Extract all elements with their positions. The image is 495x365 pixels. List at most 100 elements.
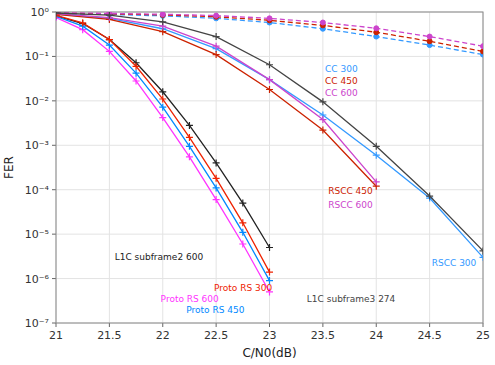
point	[133, 70, 140, 77]
y-tick-label: 10⁰	[31, 6, 50, 19]
point	[481, 44, 484, 49]
series-line	[56, 13, 483, 251]
point	[186, 153, 193, 160]
point	[56, 12, 60, 16]
x-tick	[322, 323, 323, 327]
annotation: L1C subframe2 600	[115, 252, 204, 262]
y-tick-label: 10⁻⁷	[25, 317, 49, 330]
point	[79, 19, 86, 26]
point	[106, 12, 113, 19]
x-tick-label: 25	[476, 329, 490, 342]
y-grid-line	[56, 100, 483, 101]
point	[266, 269, 273, 276]
series	[56, 13, 273, 284]
x-tick-label: 24.5	[417, 329, 442, 342]
y-tick-label: 10⁻²	[25, 95, 49, 108]
x-tick	[269, 323, 270, 327]
y-tick	[52, 12, 56, 13]
point	[159, 96, 166, 103]
x-axis-label: C/N0(dB)	[242, 346, 296, 360]
point	[319, 116, 326, 123]
x-grid-line	[269, 12, 270, 323]
y-tick	[52, 145, 56, 146]
series	[56, 12, 380, 190]
point	[319, 127, 326, 134]
y-grid-line	[56, 145, 483, 146]
x-grid-line	[109, 12, 110, 323]
point	[213, 159, 220, 166]
series-line	[56, 14, 376, 182]
y-grid-line	[56, 234, 483, 235]
point	[427, 34, 432, 39]
series	[56, 12, 483, 54]
series-group	[56, 12, 483, 295]
annotation: CC 450	[325, 76, 358, 86]
annotation: Proto RS 300	[214, 283, 272, 293]
x-grid-line	[376, 12, 377, 323]
point	[480, 247, 484, 254]
point	[239, 219, 246, 226]
annotation: RSCC 450	[328, 186, 373, 196]
point	[213, 175, 220, 182]
series	[56, 12, 483, 254]
point	[373, 152, 380, 159]
x-tick-label: 24	[369, 329, 383, 342]
series-line	[56, 15, 270, 272]
point	[186, 134, 193, 141]
point	[214, 13, 219, 18]
plot-frame	[56, 12, 483, 323]
x-tick	[429, 323, 430, 327]
x-tick-label: 21.5	[97, 329, 122, 342]
series	[56, 12, 483, 49]
x-tick-label: 23.5	[311, 329, 336, 342]
point	[159, 88, 166, 95]
series	[56, 14, 273, 295]
series	[56, 12, 273, 276]
x-tick-label: 23	[263, 329, 277, 342]
point	[186, 143, 193, 150]
point	[159, 18, 166, 25]
point	[266, 86, 273, 93]
x-tick	[56, 323, 57, 327]
point	[186, 122, 193, 129]
y-tick-label: 10⁻⁶	[25, 273, 50, 286]
x-tick-label: 21	[49, 329, 63, 342]
annotation: L1C subframe3 274	[307, 294, 396, 304]
annotation: RSCC 300	[432, 258, 477, 268]
y-tick-label: 10⁻³	[25, 139, 49, 152]
annotations: CC 300CC 450CC 600RSCC 450RSCC 600RSCC 3…	[115, 64, 477, 315]
series-line	[56, 13, 483, 46]
x-grid-line	[322, 12, 323, 323]
x-tick	[483, 323, 484, 327]
plot-area	[56, 12, 483, 323]
point	[373, 143, 380, 150]
y-tick	[52, 189, 56, 190]
point	[374, 26, 379, 31]
y-tick-label: 10⁻¹	[25, 50, 49, 63]
point	[426, 193, 433, 200]
point	[106, 48, 113, 55]
point	[320, 20, 325, 25]
point	[267, 16, 272, 21]
point	[106, 36, 113, 43]
series-line	[56, 14, 376, 186]
point	[133, 63, 140, 70]
x-tick-label: 22.5	[204, 329, 229, 342]
annotation: Proto RS 450	[186, 305, 244, 315]
x-tick	[216, 323, 217, 327]
annotation: RSCC 600	[328, 200, 373, 210]
point	[213, 184, 220, 191]
annotation: Proto RS 600	[161, 294, 219, 304]
axes: 2121.52222.52323.52424.52510⁻⁷10⁻⁶10⁻⁵10…	[25, 6, 490, 342]
series-line	[56, 18, 270, 292]
point	[133, 77, 140, 84]
y-axis-label: FER	[2, 156, 16, 179]
x-tick	[162, 323, 163, 327]
point	[266, 76, 273, 83]
x-grid-line	[162, 12, 163, 323]
series-line	[56, 16, 270, 280]
chart: 2121.52222.52323.52424.52510⁻⁷10⁻⁶10⁻⁵10…	[0, 0, 495, 365]
y-tick	[52, 100, 56, 101]
grid	[56, 12, 483, 323]
point	[239, 200, 246, 207]
